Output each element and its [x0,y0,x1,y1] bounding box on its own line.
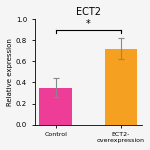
Title: ECT2: ECT2 [76,7,101,17]
Y-axis label: Relative expression: Relative expression [7,38,13,106]
Bar [105,49,137,125]
Text: *: * [86,19,91,29]
Bar [39,88,72,125]
